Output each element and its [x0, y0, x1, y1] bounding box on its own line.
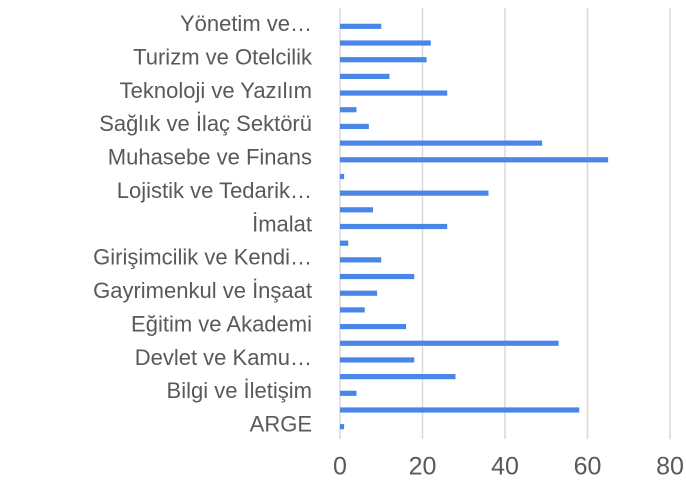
bar — [340, 390, 357, 396]
y-tick-label: Bilgi ve İletişim — [167, 378, 312, 403]
y-tick-label: Turizm ve Otelcilik — [133, 45, 313, 70]
bar — [340, 223, 448, 230]
y-tick-label: Lojistik ve Tedarik… — [117, 178, 312, 203]
bar — [340, 374, 456, 380]
y-tick-label: Devlet ve Kamu… — [135, 345, 312, 370]
bar — [340, 207, 373, 213]
bar — [340, 123, 369, 130]
y-tick-label: Sağlık ve İlaç Sektörü — [99, 111, 312, 136]
bar — [340, 157, 609, 163]
x-tick-label: 20 — [409, 453, 437, 481]
bar — [340, 173, 345, 180]
y-tick-label: İmalat — [252, 211, 312, 236]
x-tick-label: 0 — [333, 453, 347, 481]
bar — [340, 357, 415, 363]
bar — [340, 257, 382, 263]
bar — [340, 407, 580, 413]
y-tick-label: ARGE — [250, 411, 312, 436]
bar — [340, 23, 382, 29]
bar — [340, 73, 390, 79]
bar — [340, 273, 415, 280]
bar — [340, 240, 349, 246]
y-tick-label: Muhasebe ve Finans — [108, 145, 312, 170]
y-tick-label: Eğitim ve Akademi — [131, 311, 312, 336]
bar — [340, 57, 427, 63]
bar — [340, 323, 406, 330]
x-tick-label: 80 — [656, 453, 684, 481]
y-tick-label: Teknoloji ve Yazılım — [120, 78, 312, 103]
bar — [340, 290, 378, 296]
y-tick-label: Gayrimenkul ve İnşaat — [93, 278, 312, 303]
bar — [340, 307, 365, 313]
x-tick-label: 40 — [491, 453, 519, 481]
bar — [340, 107, 357, 113]
x-tick-label: 60 — [574, 453, 602, 481]
bar — [340, 424, 345, 430]
bar — [340, 90, 448, 96]
bar — [340, 140, 543, 146]
bar — [340, 40, 431, 46]
y-tick-label: Girişimcilik ve Kendi… — [93, 245, 312, 270]
bar — [340, 340, 559, 346]
y-tick-label: Yönetim ve… — [180, 11, 312, 36]
bar — [340, 190, 489, 196]
